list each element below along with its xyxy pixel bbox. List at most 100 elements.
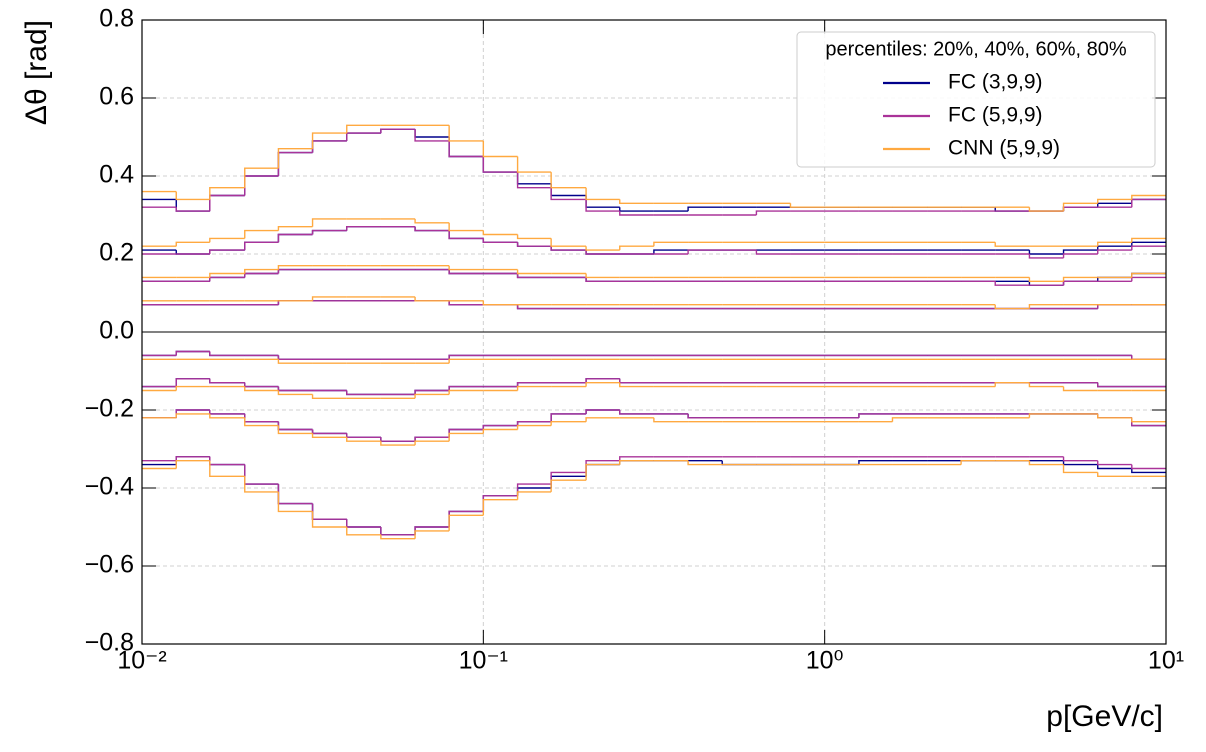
step-segment xyxy=(380,128,416,134)
step-segment xyxy=(209,187,245,200)
step-segment xyxy=(448,514,484,531)
y-tick-label: 0.0 xyxy=(99,317,134,345)
step-segment xyxy=(448,389,484,395)
step-segment xyxy=(1097,241,1132,247)
step-segment xyxy=(209,456,245,466)
step-segment xyxy=(414,436,450,442)
step-segment xyxy=(380,527,416,536)
step-segment xyxy=(311,140,347,153)
step-segment xyxy=(380,437,416,442)
step-segment xyxy=(209,378,245,384)
step-segment xyxy=(209,249,245,254)
step-segment xyxy=(244,167,279,188)
legend-box xyxy=(796,31,1156,168)
step-segment xyxy=(209,276,245,282)
step-segment xyxy=(448,222,484,232)
step-segment xyxy=(175,378,210,387)
step-segment xyxy=(448,300,484,306)
step-segment xyxy=(1097,198,1132,204)
step-segment xyxy=(1062,464,1098,474)
step-segment xyxy=(175,385,210,391)
x-tick-label: 10⁻¹ xyxy=(459,647,508,675)
step-segment xyxy=(448,510,484,527)
step-segment xyxy=(1028,304,1064,309)
step-segment xyxy=(311,132,347,149)
step-segment xyxy=(482,428,518,434)
step-segment xyxy=(482,495,518,512)
plot-frame xyxy=(141,19,1167,645)
step-segment xyxy=(175,191,210,201)
step-segment xyxy=(311,503,347,520)
step-segment xyxy=(619,382,654,388)
y-tick-label: −0.6 xyxy=(85,551,134,579)
step-segment xyxy=(209,272,245,278)
step-segment xyxy=(209,351,245,357)
step-segment xyxy=(482,499,518,516)
step-segment xyxy=(277,151,313,176)
step-segment xyxy=(550,246,587,251)
step-segment xyxy=(311,218,347,227)
step-segment xyxy=(448,354,484,360)
legend-title: percentiles: 20%, 40%, 60%, 80% xyxy=(825,38,1127,60)
step-segment xyxy=(277,265,313,270)
step-segment xyxy=(1062,456,1098,462)
step-segment xyxy=(619,460,654,465)
step-segment xyxy=(346,437,381,442)
step-segment xyxy=(619,211,654,216)
step-segment xyxy=(346,226,381,231)
step-segment xyxy=(1028,413,1064,418)
step-segment xyxy=(277,148,313,169)
step-segment xyxy=(175,207,210,212)
y-axis-label: Δθ [rad] xyxy=(20,20,53,125)
step-segment xyxy=(550,172,587,189)
step-segment xyxy=(619,410,654,415)
step-segment xyxy=(175,413,210,418)
step-segment xyxy=(244,464,279,485)
legend-label: FC (3,9,9) xyxy=(948,71,1043,94)
step-segment xyxy=(311,511,347,528)
step-segment xyxy=(175,199,210,212)
step-segment xyxy=(380,527,416,536)
step-segment xyxy=(960,460,996,465)
step-segment xyxy=(277,421,313,431)
step-segment xyxy=(516,491,552,500)
step-segment xyxy=(448,140,484,158)
step-segment xyxy=(209,456,245,466)
step-segment xyxy=(277,233,313,243)
step-segment xyxy=(1097,472,1132,477)
step-segment xyxy=(414,296,450,302)
step-segment xyxy=(516,483,552,496)
legend-label: CNN (5,9,9) xyxy=(948,137,1060,160)
step-segment xyxy=(346,124,381,134)
step-segment xyxy=(244,464,279,485)
step-segment xyxy=(1097,413,1132,419)
step-segment xyxy=(482,495,518,512)
step-segment xyxy=(482,238,518,243)
step-segment xyxy=(516,273,552,279)
step-segment xyxy=(516,424,552,430)
step-segment xyxy=(550,238,587,247)
step-segment xyxy=(585,273,620,279)
series xyxy=(142,124,1166,540)
y-tick-label: −0.8 xyxy=(85,629,134,657)
step-segment xyxy=(277,359,313,364)
step-segment xyxy=(653,241,689,247)
step-segment xyxy=(585,187,620,201)
step-segment xyxy=(244,272,279,278)
step-segment xyxy=(346,132,381,141)
step-segment xyxy=(1131,194,1166,200)
step-segment xyxy=(311,296,347,301)
step-segment xyxy=(244,268,279,274)
step-segment xyxy=(448,125,484,142)
step-segment xyxy=(619,245,654,251)
step-segment xyxy=(209,460,245,477)
step-segment xyxy=(585,460,620,473)
y-tick-label: 0.2 xyxy=(99,239,134,267)
step-segment xyxy=(516,385,552,391)
step-segment xyxy=(414,226,450,232)
step-segment xyxy=(244,413,279,423)
step-segment xyxy=(209,194,245,212)
step-segment xyxy=(1028,382,1064,388)
step-segment xyxy=(414,393,450,399)
step-segment xyxy=(516,242,552,247)
